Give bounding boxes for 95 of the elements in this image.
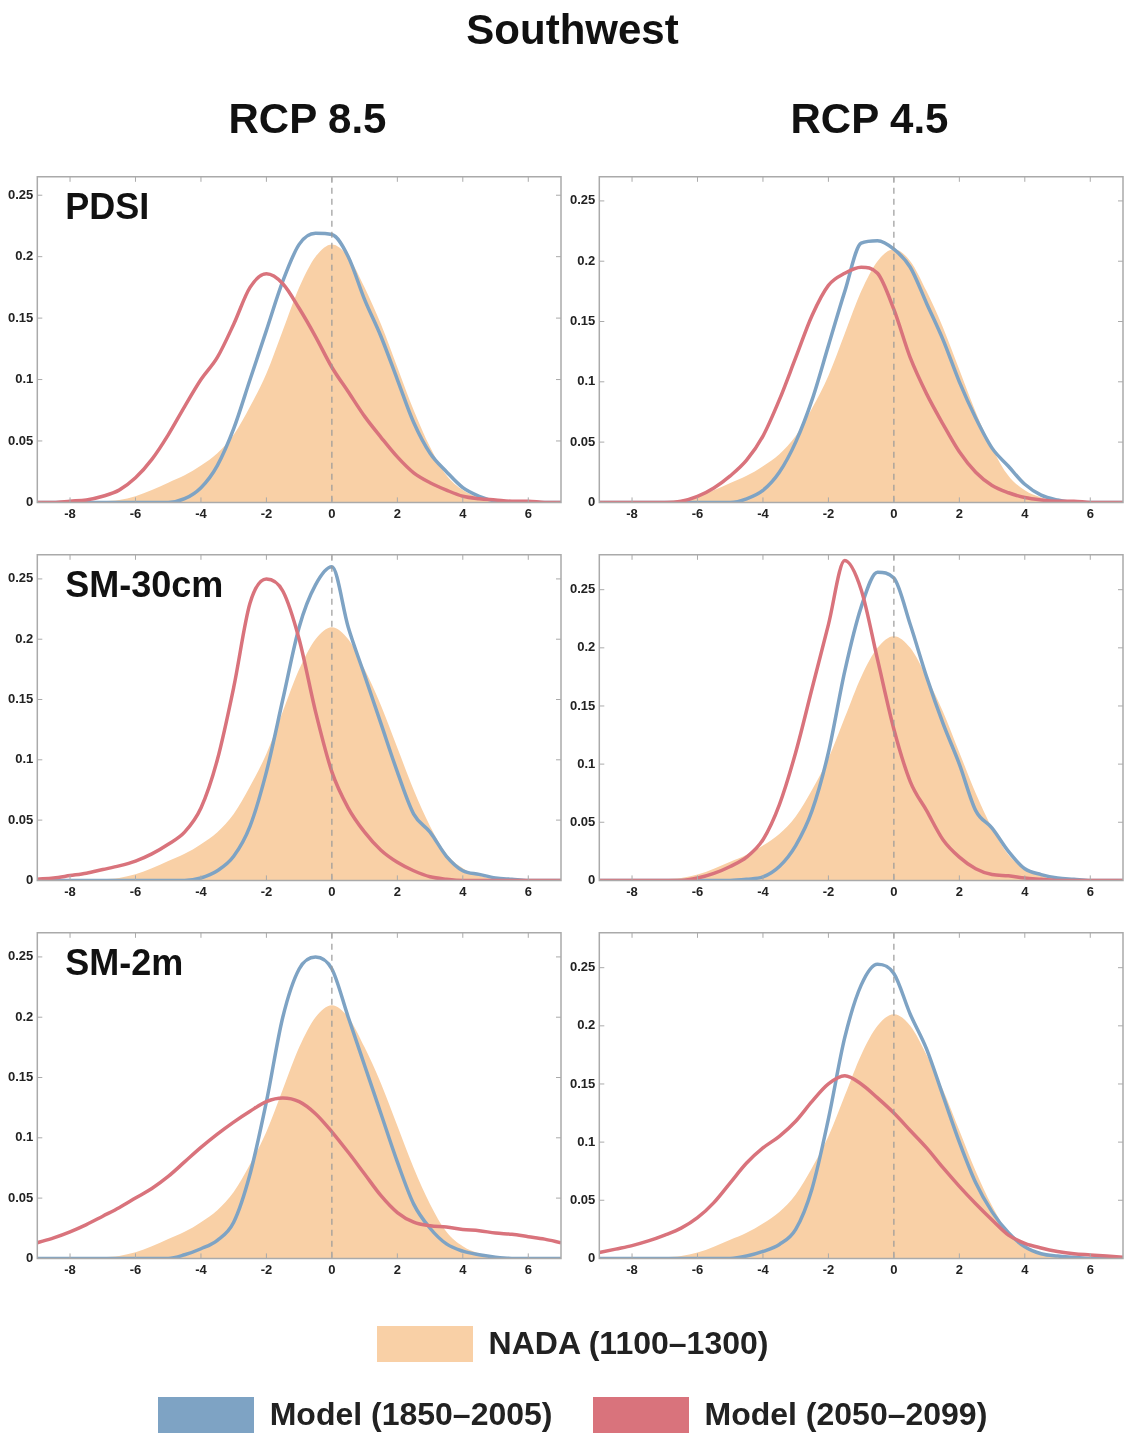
x-tick-label: -4 (195, 1261, 208, 1277)
x-tick-label: 6 (524, 883, 532, 899)
x-tick-label: 6 (1086, 505, 1094, 521)
y-tick-label: 0.25 (569, 581, 596, 597)
x-tick-label: -6 (129, 505, 142, 521)
y-tick-label: 0 (588, 871, 596, 887)
y-tick-label: 0 (588, 1249, 596, 1265)
x-tick-label: -4 (195, 883, 208, 899)
x-tick-label: -8 (64, 505, 76, 521)
x-tick-label: -4 (195, 505, 208, 521)
legend-label: Model (2050–2099) (704, 1396, 988, 1433)
x-tick-label: -6 (691, 505, 704, 521)
y-tick-label: 0.15 (569, 697, 596, 713)
x-tick-label: 4 (459, 1261, 468, 1277)
y-tick-label: 0.2 (15, 1008, 34, 1024)
x-tick-label: -8 (626, 883, 638, 899)
x-tick-label: 0 (328, 505, 336, 521)
x-tick-label: 0 (328, 1261, 336, 1277)
x-tick-label: -8 (626, 1261, 638, 1277)
y-tick-label: 0.2 (577, 1017, 596, 1033)
chart-title: RCP 8.5 (227, 95, 388, 143)
y-tick-label: 0.2 (577, 639, 596, 655)
x-tick-label: -2 (822, 505, 835, 521)
x-tick-label: -6 (129, 883, 142, 899)
x-tick-label: 2 (955, 505, 963, 521)
chart-subtitle: PDSI (65, 185, 150, 227)
y-tick-label: 0.15 (7, 309, 34, 325)
x-tick-label: -2 (260, 883, 273, 899)
text: Southwest (466, 6, 679, 53)
line-series (599, 1074, 1123, 1259)
y-tick-label: 0 (588, 493, 596, 509)
x-tick-label: 0 (890, 883, 898, 899)
x-tick-label: -4 (757, 883, 770, 899)
x-tick-label: 2 (393, 883, 401, 899)
y-tick-label: 0.25 (569, 192, 596, 208)
y-tick-label: 0.1 (15, 751, 34, 767)
x-tick-label: 4 (1021, 505, 1030, 521)
chart-subtitle: SM-2m (65, 941, 184, 983)
y-tick-label: 0.25 (7, 570, 34, 586)
y-tick-label: 0.1 (15, 371, 34, 387)
x-tick-label: 4 (459, 505, 468, 521)
x-tick-label: -8 (626, 505, 638, 521)
x-tick-label: 6 (524, 505, 532, 521)
x-tick-label: -2 (260, 1261, 273, 1277)
legend-label: Model (1850–2005) (269, 1396, 553, 1433)
x-tick-label: -2 (822, 1261, 835, 1277)
y-tick-label: 0.2 (15, 630, 34, 646)
y-tick-label: 0.1 (577, 373, 596, 389)
y-tick-label: 0 (26, 493, 34, 509)
y-tick-label: 0.2 (15, 248, 34, 264)
y-tick-label: 0.1 (577, 755, 596, 771)
x-tick-label: -2 (822, 883, 835, 899)
y-tick-label: 0.25 (7, 186, 34, 202)
x-tick-label: 0 (890, 505, 898, 521)
x-tick-label: -2 (260, 505, 273, 521)
y-tick-label: 0 (26, 871, 34, 887)
x-tick-label: -6 (691, 1261, 704, 1277)
line-series (37, 1096, 561, 1245)
chart-title: RCP 4.5 (789, 95, 950, 143)
y-tick-label: 0.15 (7, 1069, 34, 1085)
y-tick-label: 0.05 (7, 432, 34, 448)
y-tick-label: 0.25 (569, 959, 596, 975)
y-tick-label: 0 (26, 1249, 34, 1265)
y-tick-label: 0.15 (569, 313, 596, 329)
y-tick-label: 0.05 (569, 1191, 596, 1207)
x-tick-label: 4 (1021, 1261, 1030, 1277)
x-tick-label: -8 (64, 883, 76, 899)
x-tick-label: 0 (328, 883, 336, 899)
x-tick-label: -4 (757, 1261, 770, 1277)
x-tick-label: 4 (1021, 883, 1030, 899)
x-tick-label: 6 (524, 1261, 532, 1277)
y-tick-label: 0.15 (7, 691, 34, 707)
y-tick-label: 0.05 (7, 1189, 34, 1205)
x-tick-label: 2 (393, 505, 401, 521)
y-tick-label: 0.15 (569, 1075, 596, 1091)
y-tick-label: 0.1 (577, 1133, 596, 1149)
y-tick-label: 0.1 (15, 1129, 34, 1145)
chart-subtitle: SM-30cm (65, 563, 224, 605)
x-tick-label: 2 (393, 1261, 401, 1277)
x-tick-label: 2 (955, 1261, 963, 1277)
x-tick-label: -6 (691, 883, 704, 899)
x-tick-label: 6 (1086, 1261, 1094, 1277)
x-tick-label: 4 (459, 883, 468, 899)
legend-label: NADA (1100–1300) (488, 1325, 769, 1362)
y-tick-label: 0.2 (577, 252, 596, 268)
x-tick-label: -8 (64, 1261, 76, 1277)
y-tick-label: 0.05 (569, 433, 596, 449)
x-tick-label: -6 (129, 1261, 142, 1277)
x-tick-label: -4 (757, 505, 770, 521)
y-tick-label: 0.25 (7, 948, 34, 964)
x-tick-label: 2 (955, 883, 963, 899)
x-tick-label: 0 (890, 1261, 898, 1277)
y-tick-label: 0.05 (569, 813, 596, 829)
y-tick-label: 0.05 (7, 811, 34, 827)
x-tick-label: 6 (1086, 883, 1094, 899)
